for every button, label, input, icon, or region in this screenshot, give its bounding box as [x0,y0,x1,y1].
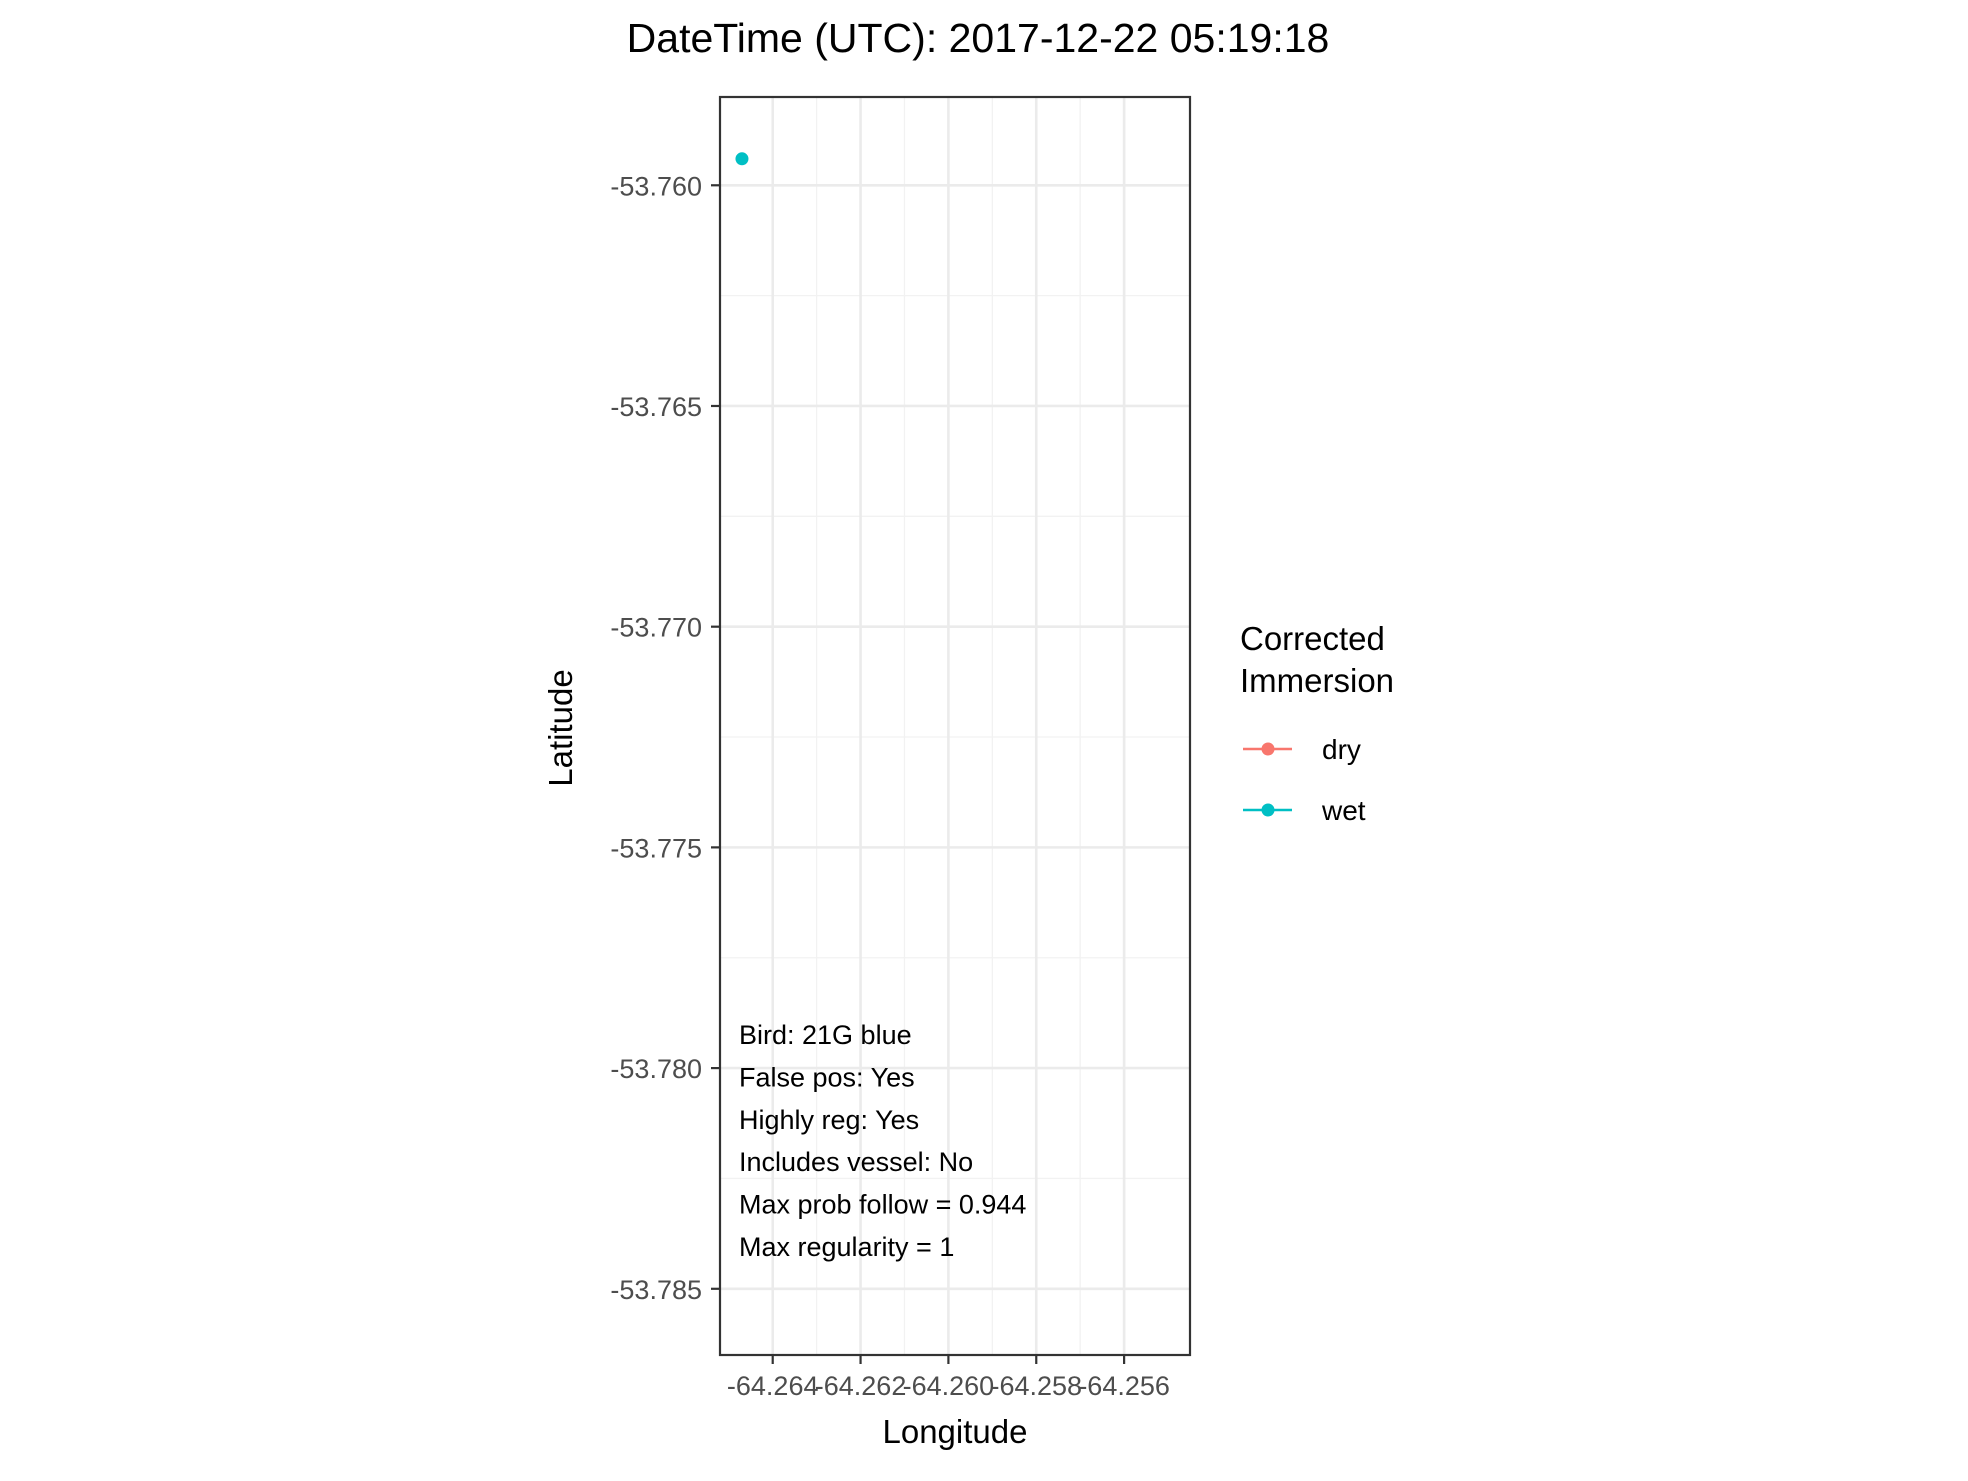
x-tick-label: -64.256 [1078,1371,1170,1401]
legend-title-line-2: Immersion [1240,662,1394,699]
annotation-line: Includes vessel: No [739,1147,973,1177]
y-tick-label: -53.760 [610,171,702,201]
legend-key-point-dry [1261,742,1275,756]
y-tick-label: -53.765 [610,392,702,422]
legend-label-dry: dry [1322,734,1361,765]
chart-title: DateTime (UTC): 2017-12-22 05:19:18 [627,15,1330,61]
annotation-box: Bird: 21G blue False pos: Yes Highly reg: … [739,1020,1026,1262]
grid [720,97,1190,1355]
annotation-line: False pos: Yes [739,1062,915,1092]
x-tick-label: -64.262 [815,1371,907,1401]
data-point-wet [735,152,749,166]
y-tick-label: -53.780 [610,1054,702,1084]
x-axis-label: Longitude [883,1413,1028,1450]
legend-entries: dry wet [1243,734,1366,826]
y-tick-label: -53.785 [610,1275,702,1305]
x-axis: -64.264-64.262-64.260-64.258-64.256 [727,1355,1170,1401]
annotation-line: Max regularity = 1 [739,1232,954,1262]
y-axis-label: Latitude [542,669,579,786]
annotation-line: Bird: 21G blue [739,1020,912,1050]
annotation-line: Max prob follow = 0.944 [739,1190,1026,1220]
x-tick-label: -64.260 [903,1371,995,1401]
data-points [735,152,749,166]
x-tick-label: -64.258 [990,1371,1082,1401]
x-tick-label: -64.264 [727,1371,819,1401]
y-tick-label: -53.775 [610,833,702,863]
y-axis: -53.760 -53.765 -53.770 -53.775 -53.780 -53.7… [610,171,720,1305]
legend-title-line-1: Corrected [1240,620,1385,657]
plot-panel-border [718,95,1192,1357]
legend-label-wet: wet [1321,795,1366,826]
annotation-line: Highly reg: Yes [739,1105,919,1135]
legend-key-point-wet [1261,803,1275,817]
legend: Corrected Immersion dry wet [1240,620,1394,826]
y-tick-label: -53.770 [610,613,702,643]
